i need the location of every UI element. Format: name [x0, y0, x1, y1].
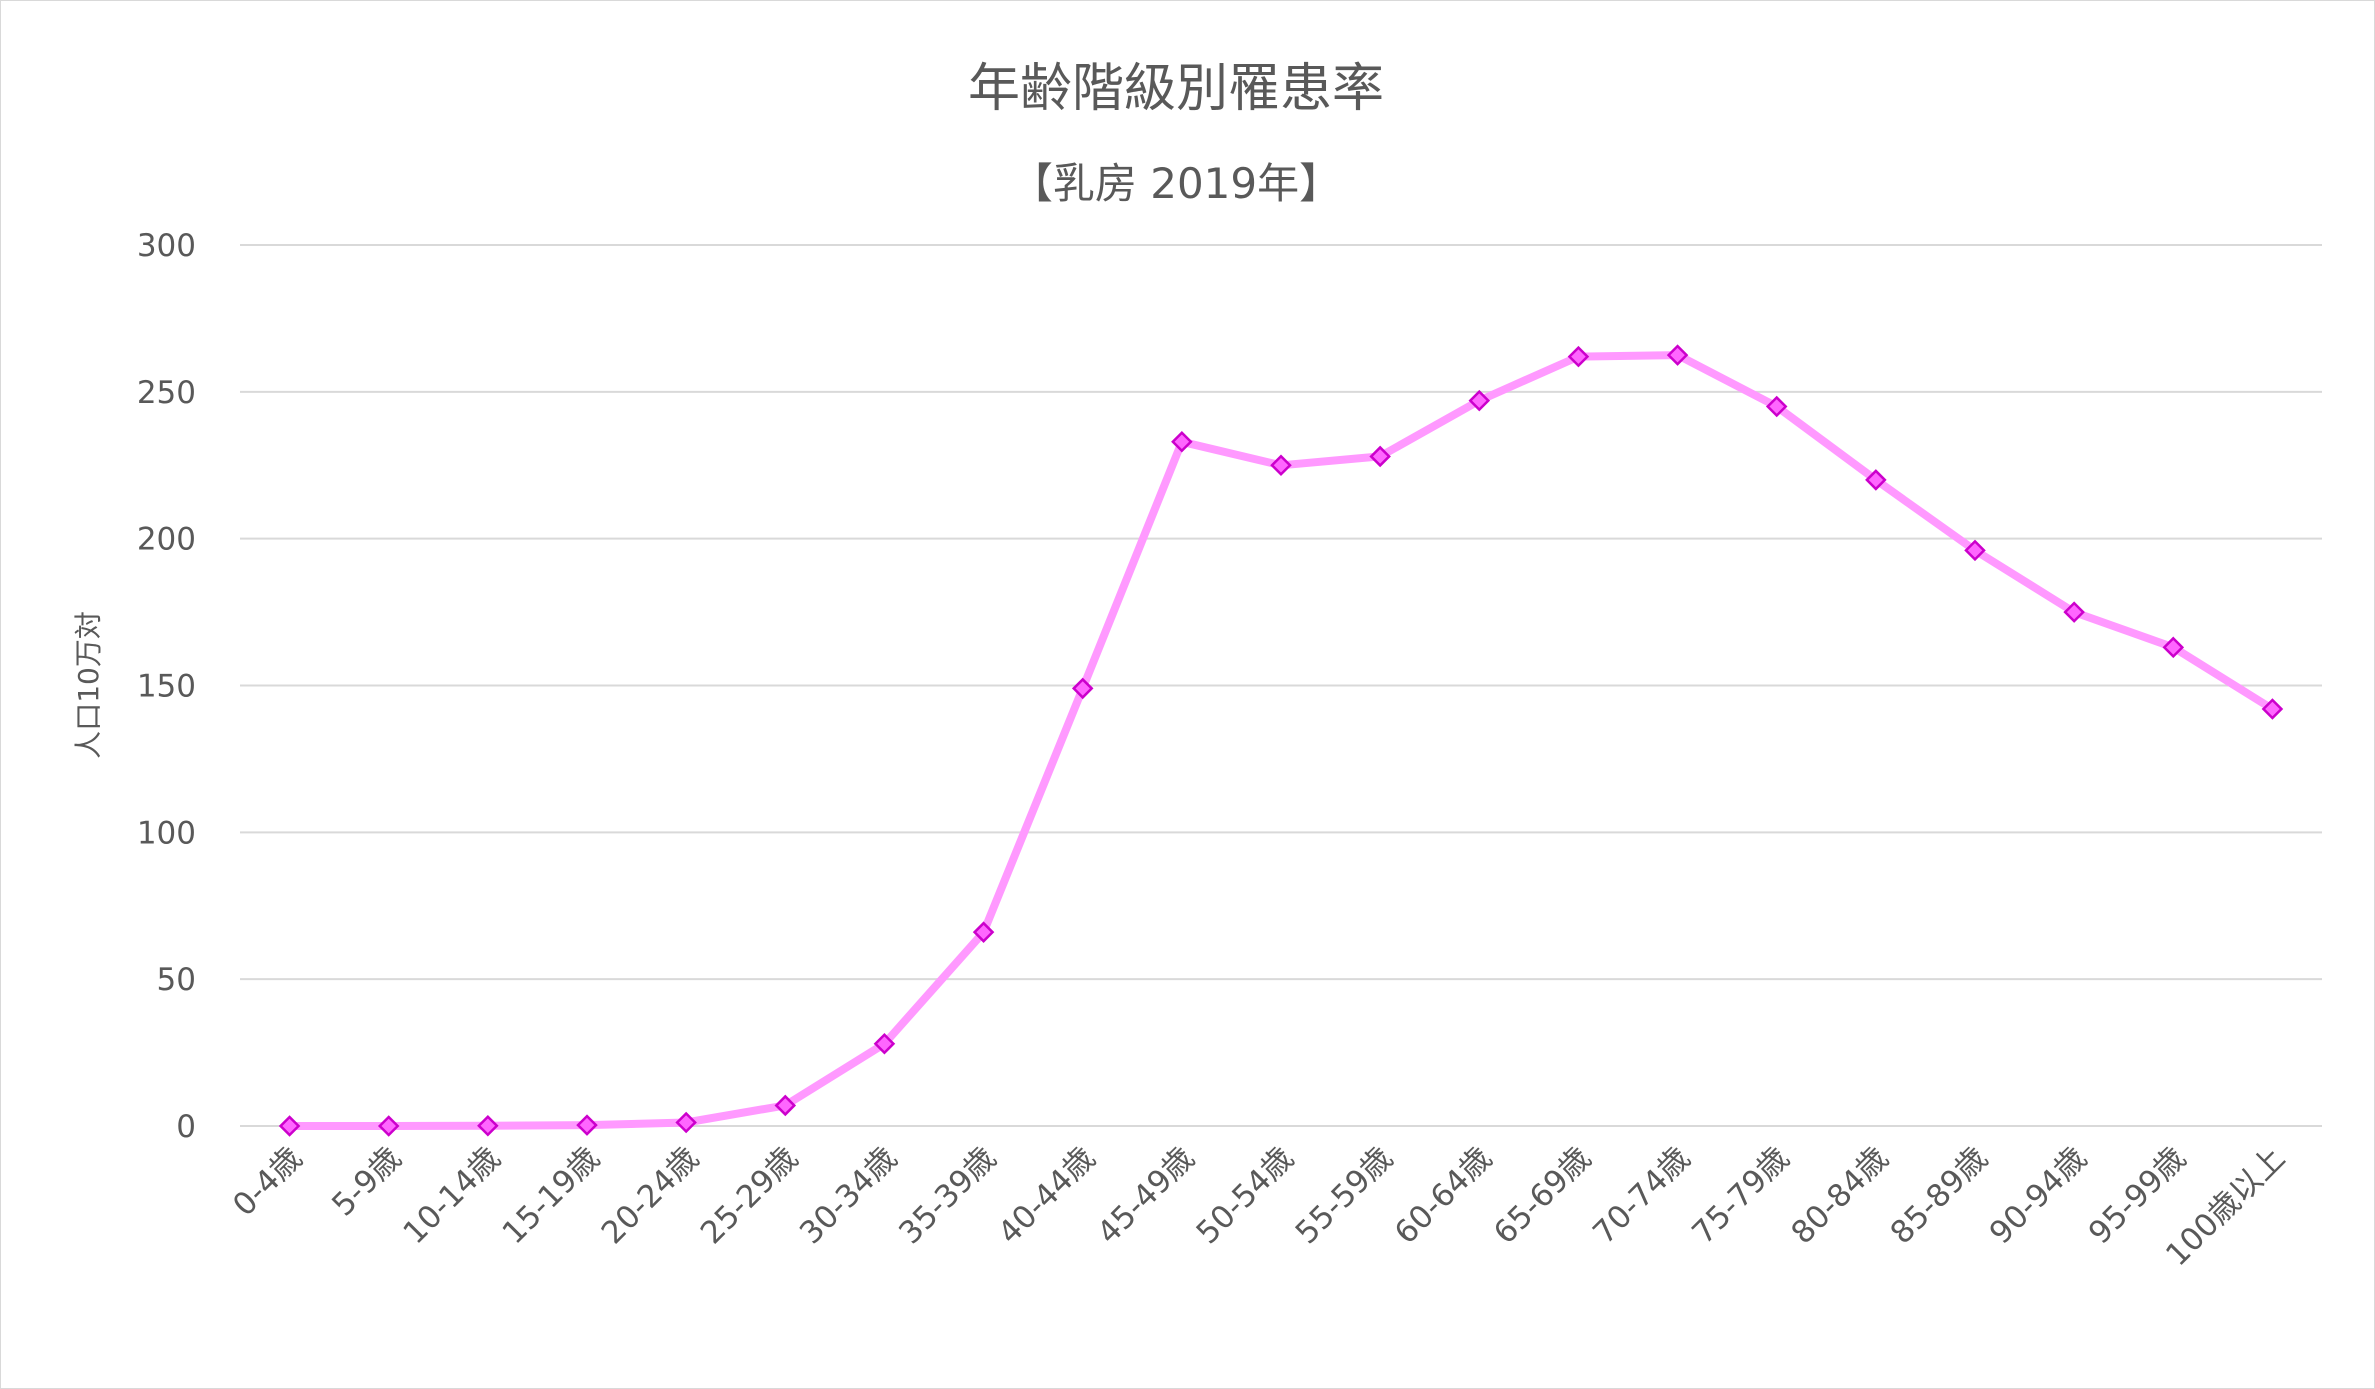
data-point-marker — [2063, 601, 2085, 623]
data-point-marker — [1666, 344, 1689, 366]
x-tick-label: 10-14歳 — [396, 1140, 507, 1251]
data-point-marker — [1964, 539, 1986, 562]
data-point-marker — [1369, 445, 1391, 468]
data-point-marker — [774, 1094, 797, 1117]
series-layer — [278, 344, 2284, 1137]
data-point-marker — [278, 1115, 301, 1137]
x-tick-label: 30-34歳 — [793, 1140, 904, 1251]
data-point-marker — [1171, 430, 1193, 453]
x-tick-label: 75-79歳 — [1685, 1140, 1796, 1251]
x-tick-label: 80-84歳 — [1784, 1140, 1895, 1251]
x-tick-label: 15-19歳 — [496, 1140, 607, 1251]
data-point-marker — [972, 921, 995, 943]
x-tick-label: 55-59歳 — [1289, 1140, 1400, 1251]
data-point-marker — [2162, 636, 2185, 659]
x-tick-label: 20-24歳 — [595, 1140, 706, 1251]
gridlines — [240, 244, 2322, 1127]
y-tick-label: 300 — [137, 228, 196, 264]
data-point-marker — [576, 1114, 598, 1136]
chart-subtitle: 【乳房 2019年】 — [1011, 159, 1341, 208]
data-point-marker — [1468, 389, 1491, 412]
x-tick-label: 50-54歳 — [1190, 1140, 1301, 1251]
data-point-marker — [1071, 677, 1094, 700]
data-point-marker — [873, 1033, 896, 1055]
x-tick-label: 5-9歳 — [325, 1140, 408, 1223]
chart-title: 年齢階級別罹患率 — [968, 59, 1384, 119]
x-tick-label: 70-74歳 — [1586, 1140, 1697, 1251]
data-point-marker — [675, 1111, 697, 1134]
y-axis-ticks: 0 50 100 150 200 250 300 — [137, 228, 196, 1145]
y-tick-label: 0 — [176, 1109, 196, 1145]
x-axis-ticks: 0-4歳 5-9歳10-14歳15-19歳20-24歳25-29歳30-34歳35… — [226, 1140, 2292, 1273]
data-point-marker — [1270, 454, 1292, 477]
x-tick-label: 40-44歳 — [991, 1140, 1102, 1251]
data-point-marker — [1765, 395, 1788, 418]
x-tick-label: 45-49歳 — [1090, 1140, 1201, 1251]
data-point-marker — [1865, 469, 1887, 491]
y-tick-label: 100 — [137, 815, 196, 851]
data-point-marker — [2261, 698, 2284, 720]
x-tick-label: 60-64歳 — [1388, 1140, 1499, 1251]
y-tick-label: 50 — [157, 962, 196, 998]
data-point-marker — [1567, 345, 1590, 368]
x-tick-label: 85-89歳 — [1884, 1140, 1995, 1251]
x-tick-label: 35-39歳 — [892, 1140, 1003, 1251]
x-tick-label: 65-69歳 — [1487, 1140, 1598, 1251]
x-tick-label: 90-94歳 — [1983, 1140, 2094, 1251]
y-tick-label: 200 — [137, 522, 196, 558]
y-axis-label: 人口10万対 — [72, 611, 105, 759]
data-point-marker — [377, 1115, 400, 1137]
y-tick-label: 150 — [137, 669, 196, 705]
x-tick-label: 0-4歳 — [226, 1140, 309, 1223]
x-tick-label: 25-29歳 — [694, 1140, 805, 1251]
data-point-marker — [477, 1114, 499, 1137]
y-tick-label: 250 — [137, 375, 196, 411]
